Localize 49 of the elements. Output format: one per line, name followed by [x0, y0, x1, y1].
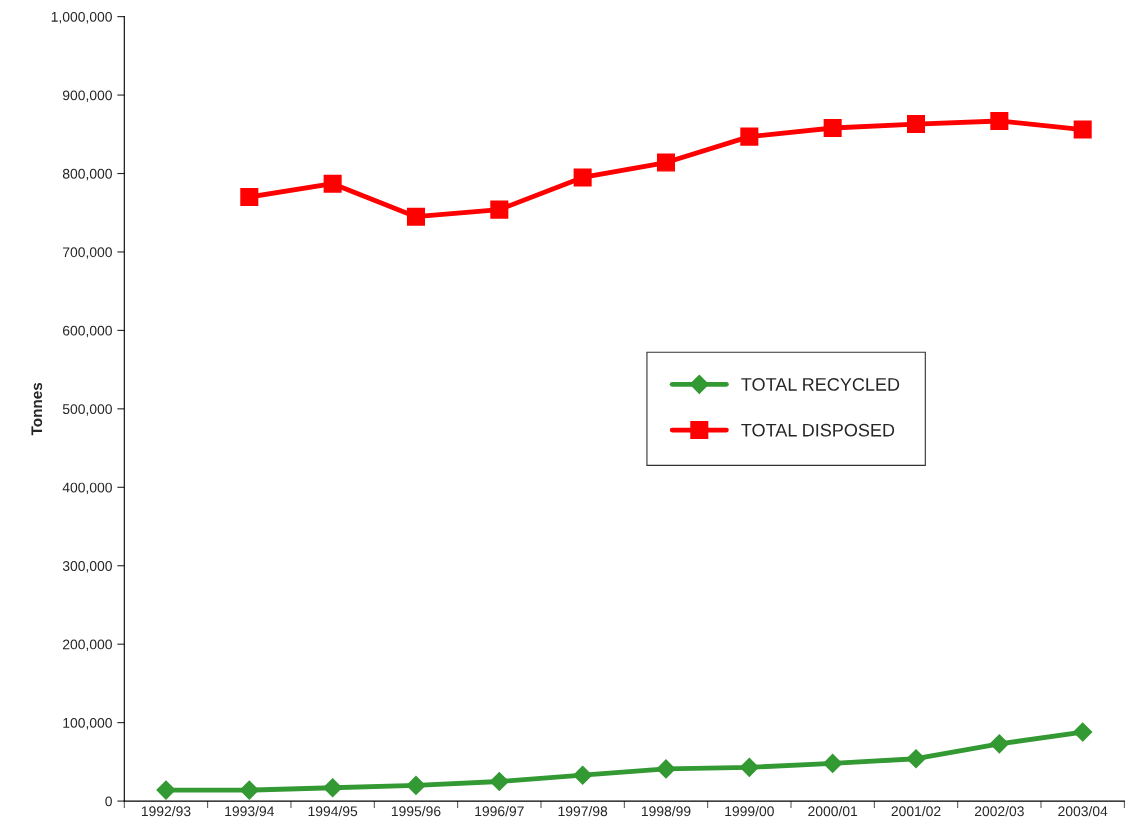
x-tick-label: 1996/97 — [475, 805, 524, 817]
y-tick-label: 500,000 — [62, 404, 112, 416]
point — [656, 153, 676, 172]
y-tick-label: 900,000 — [62, 90, 112, 102]
point — [489, 771, 509, 792]
x-tick-label: 1997/98 — [558, 805, 608, 817]
y-tick-label: 700,000 — [63, 247, 112, 259]
point — [1073, 722, 1093, 742]
point — [906, 749, 926, 769]
x-tick-label: 2003/04 — [1058, 805, 1108, 817]
point — [823, 118, 842, 138]
point — [573, 168, 592, 187]
x-tick-label: 1992/93 — [141, 805, 191, 817]
point — [406, 207, 426, 226]
y-tick-label: 600,000 — [63, 325, 112, 338]
point — [323, 778, 343, 798]
point — [989, 734, 1009, 754]
legend-label: TOTAL RECYCLED — [741, 378, 900, 391]
x-tick-label: 1998/99 — [641, 805, 691, 817]
point — [490, 200, 509, 219]
y-tick-label: 0 — [105, 796, 112, 807]
point — [740, 127, 759, 146]
point — [323, 174, 342, 193]
point — [656, 759, 676, 779]
point — [739, 757, 759, 777]
x-tick-label: 2001/02 — [891, 805, 941, 817]
x-tick-label: 1995/96 — [391, 805, 441, 817]
y-tick-label: 400,000 — [62, 482, 112, 495]
point — [239, 780, 259, 800]
x-tick-label: 1999/00 — [725, 805, 774, 817]
point — [1073, 120, 1092, 139]
point — [240, 188, 259, 207]
x-tick-label: 2002/03 — [974, 805, 1024, 817]
y-tick-label: 1,000,000 — [51, 11, 112, 24]
y-tick-label: 100,000 — [63, 717, 112, 730]
x-tick-label: 1993/94 — [225, 805, 274, 817]
legend-label: TOTAL DISPOSED — [741, 423, 895, 437]
point — [406, 775, 426, 795]
point — [156, 780, 176, 800]
x-tick-label: 2000/01 — [808, 805, 858, 817]
y-tick-label: 800,000 — [62, 168, 112, 181]
point — [906, 115, 926, 134]
y-axis-title: Tonnes — [31, 382, 43, 436]
x-tick-label: 1994/95 — [308, 805, 358, 817]
point — [823, 753, 843, 773]
point — [573, 765, 593, 785]
y-tick-label: 200,000 — [62, 639, 112, 651]
point — [990, 111, 1009, 130]
y-tick-label: 300,000 — [62, 561, 112, 573]
